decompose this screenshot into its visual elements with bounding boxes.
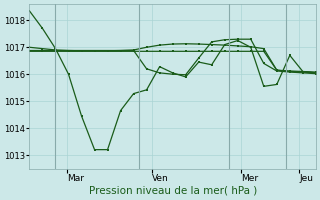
X-axis label: Pression niveau de la mer( hPa ): Pression niveau de la mer( hPa ) — [89, 186, 257, 196]
